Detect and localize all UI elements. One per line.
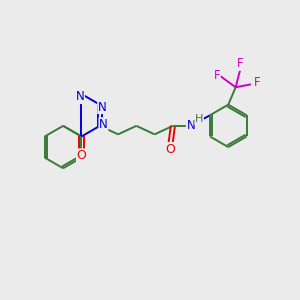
Text: H: H [195, 114, 203, 124]
Text: O: O [76, 149, 86, 162]
Text: N: N [98, 100, 106, 113]
Text: N: N [187, 119, 195, 132]
Text: N: N [76, 91, 84, 103]
Text: F: F [214, 69, 220, 82]
Text: F: F [237, 57, 243, 70]
Text: F: F [254, 76, 261, 89]
Text: N: N [99, 118, 108, 131]
Text: O: O [166, 143, 176, 156]
